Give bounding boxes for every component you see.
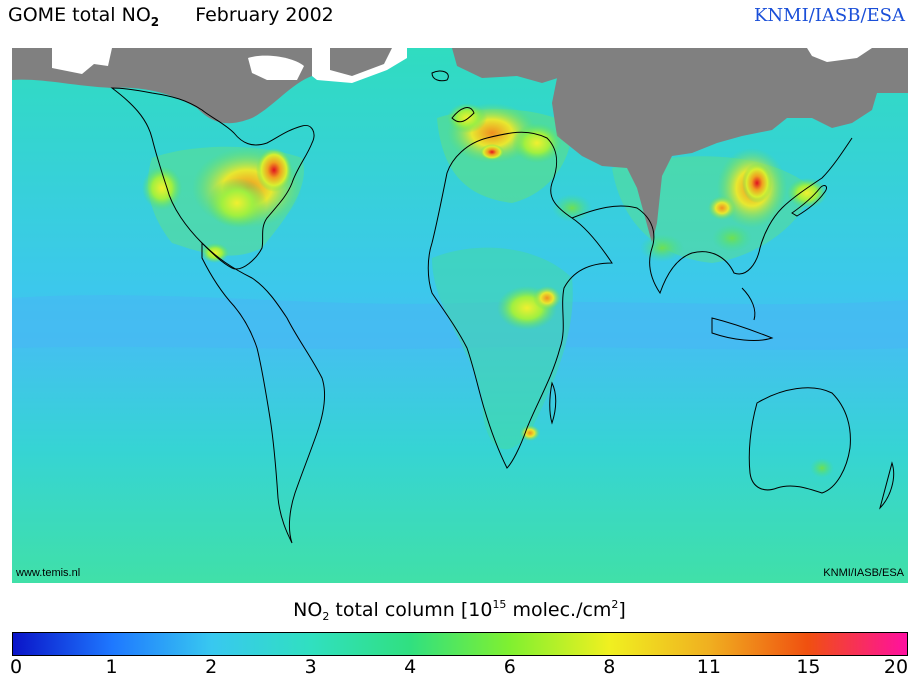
- watermark-right: KNMI/IASB/ESA: [823, 567, 904, 579]
- colorbar-tick-label: 1: [105, 656, 118, 678]
- title-product: GOME total NO: [8, 4, 151, 26]
- colorbar-title-unit: molec./cm: [506, 599, 612, 621]
- colorbar: [12, 632, 908, 656]
- world-map: www.temis.nl KNMI/IASB/ESA: [12, 48, 908, 583]
- title-date: February 2002: [195, 4, 334, 26]
- no-data-regions: [12, 48, 908, 243]
- colorbar-tick-label: 3: [304, 656, 317, 678]
- header-credit: KNMI/IASB/ESA: [753, 5, 905, 26]
- colorbar-tick-label: 2: [205, 656, 218, 678]
- colorbar-title-mid: total column [10: [329, 599, 493, 621]
- colorbar-tick-label: 20: [883, 656, 909, 678]
- colorbar-tick-label: 4: [404, 656, 417, 678]
- colorbar-tick-label: 6: [503, 656, 516, 678]
- colorbar-tick-label: 15: [796, 656, 821, 678]
- colorbar-title: NO2 total column [1015 molec./cm2]: [0, 598, 919, 623]
- colorbar-title-end: ]: [618, 599, 626, 621]
- world-map-graphic: www.temis.nl KNMI/IASB/ESA: [12, 48, 908, 583]
- colorbar-tick-label: 0: [9, 656, 23, 678]
- colorbar-title-exponent: 15: [492, 598, 507, 611]
- watermark-left: www.temis.nl: [15, 567, 80, 579]
- title-product-subscript: 2: [150, 15, 160, 29]
- colorbar-title-sub: 2: [322, 610, 330, 623]
- coastlines: [110, 70, 895, 544]
- colorbar-tick-label: 8: [603, 656, 616, 678]
- colorbar-title-unit-exponent: 2: [611, 598, 619, 611]
- colorbar-title-pre: NO: [293, 599, 323, 621]
- map-title: GOME total NO2 February 2002: [8, 4, 334, 29]
- colorbar-tick-label: 11: [696, 656, 721, 678]
